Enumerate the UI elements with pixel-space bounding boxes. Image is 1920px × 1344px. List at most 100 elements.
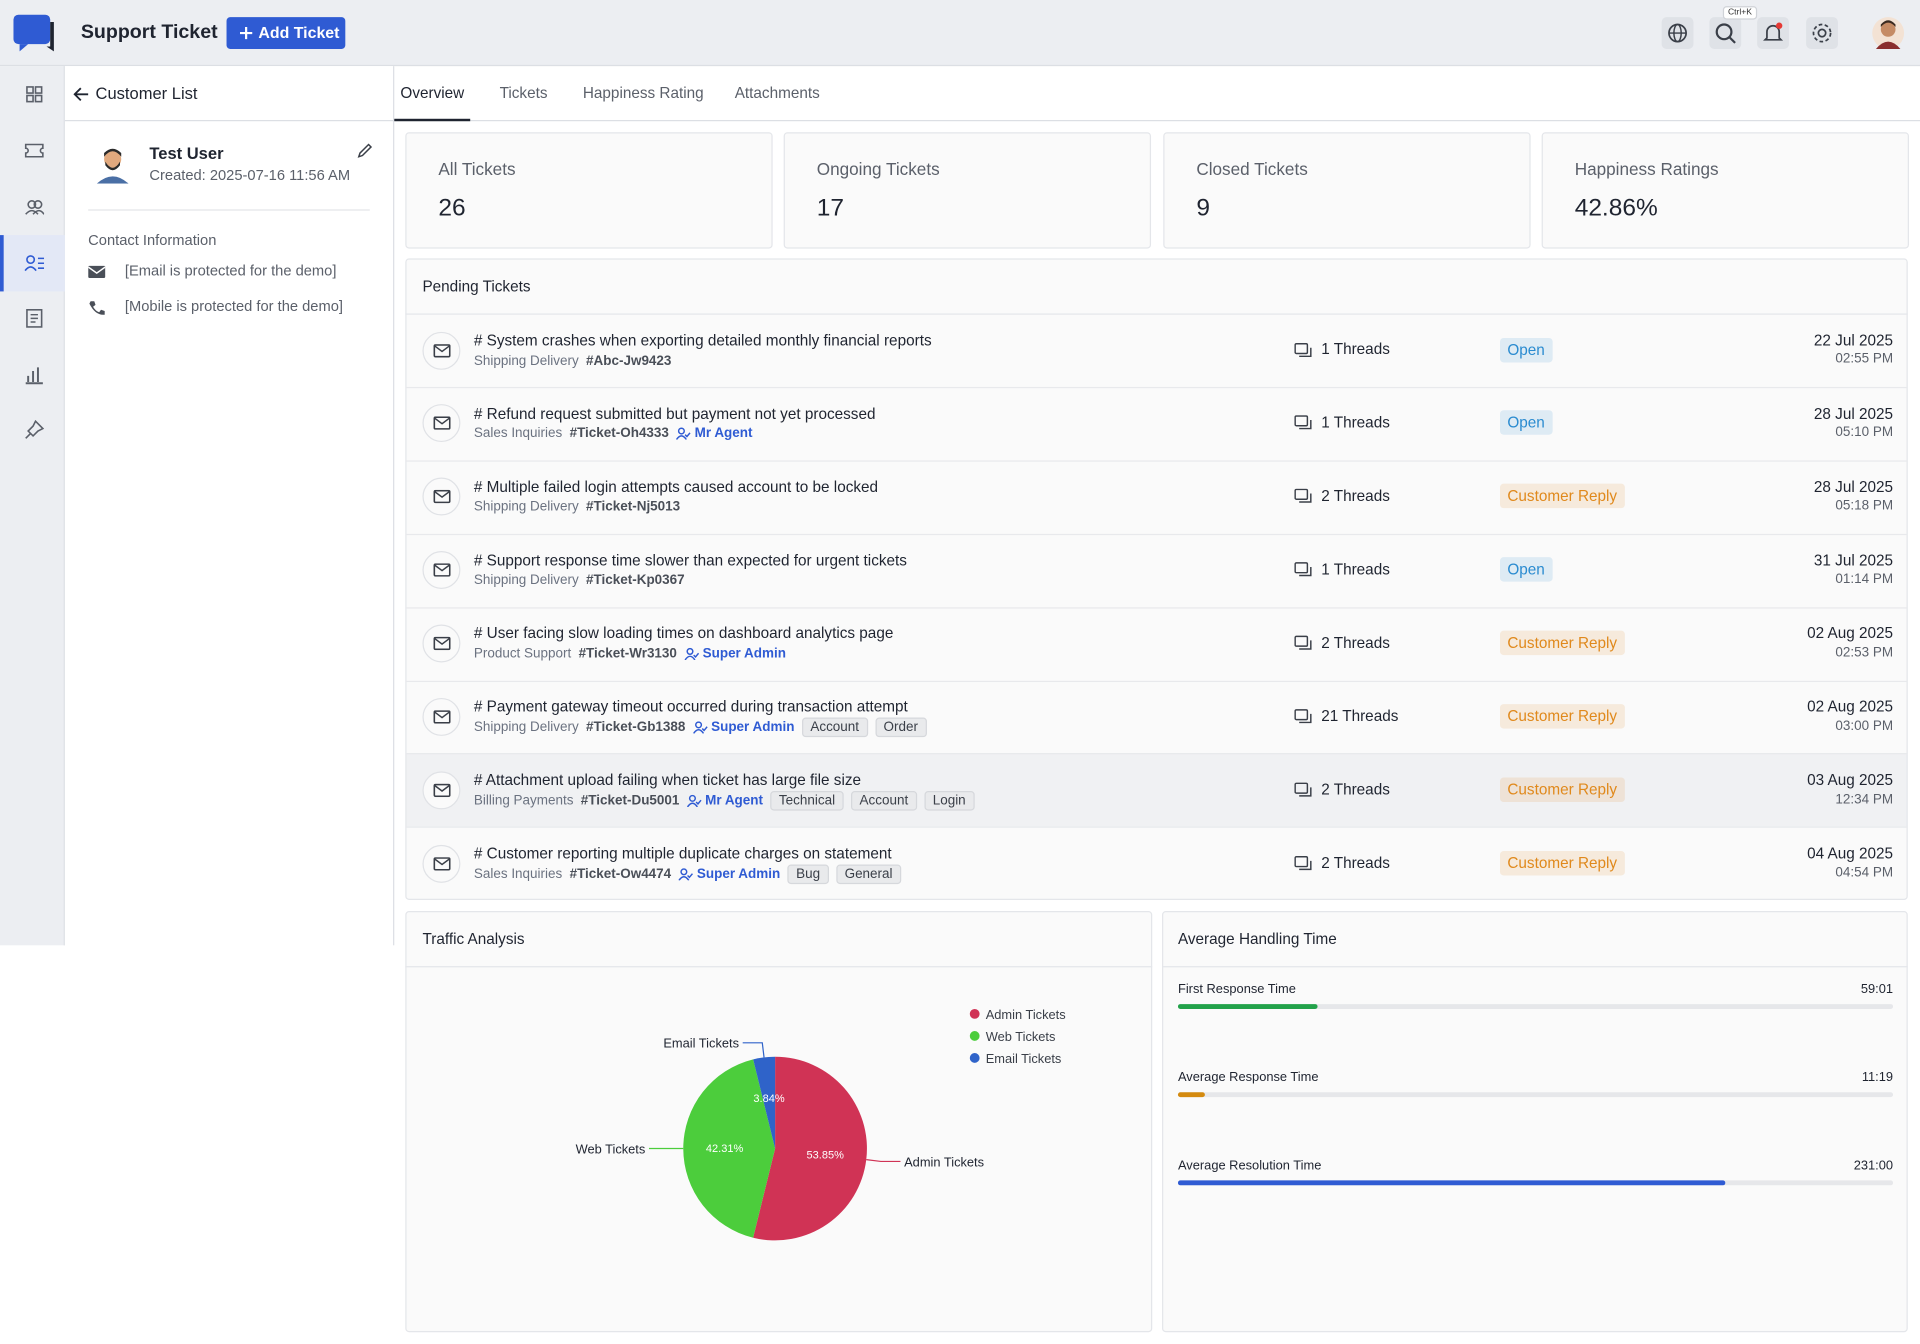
icon-shape <box>434 711 450 719</box>
ticket-status: Open <box>1500 557 1553 582</box>
ticket-date: 02 Aug 2025 <box>1807 625 1894 643</box>
ticket-threads: 21 Threads <box>1321 707 1399 725</box>
ticket-status: Customer Reply <box>1500 630 1625 656</box>
ticket-status: Open <box>1500 410 1553 436</box>
header-icon-button[interactable] <box>1757 17 1789 49</box>
ticket-time: 05:10 PM <box>1835 425 1894 440</box>
customer-name: Test User <box>149 144 224 164</box>
ticket-meta: Billing Payments #Ticket-Du5001 Mr Agent Te… <box>474 790 975 811</box>
ticket-status: Customer Reply <box>1500 850 1625 876</box>
sidebar-icon[interactable] <box>24 365 44 385</box>
icon-shape <box>1299 493 1312 504</box>
icon-shape <box>34 86 43 94</box>
header-icon-button[interactable] <box>1709 17 1742 49</box>
envelope-icon <box>433 783 451 797</box>
ticket-row-border <box>405 386 1908 389</box>
customer-email: [Email is protected for the demo] <box>124 262 337 280</box>
icon-shape <box>1294 709 1309 721</box>
icon-shape <box>686 799 702 807</box>
metric-fill <box>1177 1092 1206 1098</box>
tab[interactable]: Attachments <box>734 84 820 102</box>
ticket-agent: Mr Agent <box>686 793 763 808</box>
tab[interactable]: Happiness Rating <box>582 84 704 102</box>
ticket-title[interactable]: # Refund request submitted but payment n… <box>473 405 876 423</box>
icon-shape <box>19 44 29 52</box>
ticket-row-border <box>405 460 1908 462</box>
agent-icon <box>678 868 694 881</box>
ticket-tag: Account <box>850 790 917 811</box>
stat-card <box>1163 132 1531 249</box>
icon-shape <box>1299 567 1312 577</box>
icon-shape <box>1294 342 1309 354</box>
sidebar-icon[interactable] <box>24 253 45 273</box>
ticket-id: #Ticket-Oh4333 <box>569 426 669 442</box>
ticket-tag: Account <box>801 717 868 738</box>
ticket-agent-name: Super Admin <box>711 720 795 735</box>
ticket-title[interactable]: # Payment gateway timeout occurred durin… <box>473 698 908 716</box>
icon-shape <box>1299 860 1312 870</box>
metric-label: Average Response Time <box>1177 1070 1319 1086</box>
ticket-title[interactable]: # Attachment upload failing when ticket … <box>473 771 862 789</box>
ticket-id: #Ticket-Kp0367 <box>586 573 685 588</box>
phone-icon <box>89 301 105 315</box>
icon-shape <box>433 416 451 431</box>
sidebar-icon[interactable] <box>24 420 45 440</box>
traffic-header-border <box>405 966 1153 968</box>
icon-shape <box>1294 635 1309 648</box>
ticket-date: 31 Jul 2025 <box>1813 551 1894 569</box>
ticket-meta: Shipping Delivery #Abc-Jw9423 <box>474 351 672 371</box>
header-icon <box>1715 23 1736 44</box>
ticket-date: 02 Aug 2025 <box>1807 698 1894 716</box>
sidebar-icon[interactable] <box>24 141 44 161</box>
sidebar-active-bar <box>0 235 4 292</box>
ticket-threads: 2 Threads <box>1321 634 1390 652</box>
ticket-id: #Ticket-Wr3130 <box>578 646 677 662</box>
ticket-title[interactable]: # Support response time slower than expe… <box>473 551 907 569</box>
ticket-title[interactable]: # System crashes when exporting detailed… <box>473 331 932 349</box>
contact-heading: Contact Information <box>88 231 217 249</box>
ticket-row-border <box>405 826 1908 829</box>
ticket-agent: Mr Agent <box>676 427 753 441</box>
ticket-title[interactable]: # Multiple failed login attempts caused … <box>473 478 879 496</box>
header-icon <box>1763 22 1784 41</box>
ticket-category: Shipping Delivery <box>473 353 579 368</box>
tab[interactable]: Tickets <box>499 84 548 102</box>
metric-label: First Response Time <box>1177 982 1296 997</box>
ticket-tag: Technical <box>770 790 844 811</box>
back-arrow <box>73 87 89 102</box>
handling-title: Average Handling Time <box>1177 930 1337 948</box>
icon-shape <box>1299 713 1312 724</box>
sidebar-icon[interactable] <box>24 84 44 104</box>
ticket-row-border <box>405 606 1908 609</box>
sidebar-icon[interactable] <box>24 309 44 329</box>
header-icon-button[interactable] <box>1806 17 1838 49</box>
envelope-icon <box>433 563 451 577</box>
icon-shape <box>73 87 89 102</box>
ticket-threads: 2 Threads <box>1321 780 1390 799</box>
ticket-row-border <box>405 680 1908 682</box>
icon-shape <box>1294 782 1309 794</box>
ticket-row-highlight <box>406 753 1907 827</box>
icon-shape <box>688 794 696 802</box>
ticket-meta: Shipping Delivery #Ticket-Kp0367 <box>474 571 685 591</box>
email-icon <box>88 265 106 278</box>
icon-shape <box>433 343 451 357</box>
tab[interactable]: Overview <box>400 84 465 102</box>
icon-shape <box>433 636 451 651</box>
add-ticket-label[interactable]: Add Ticket <box>258 22 340 42</box>
app-title: Support Ticket <box>80 21 218 43</box>
ticket-title[interactable]: # User facing slow loading times on dash… <box>473 625 894 643</box>
stat-card <box>1541 132 1909 249</box>
icon-shape <box>1299 640 1312 650</box>
ticket-status: Customer Reply <box>1500 777 1625 802</box>
ticket-title[interactable]: # Customer reporting multiple duplicate … <box>473 845 892 863</box>
sidebar-icon[interactable] <box>24 197 45 217</box>
breadcrumb[interactable]: Customer List <box>95 84 198 104</box>
ticket-category: Sales Inquiries <box>473 426 563 442</box>
threads-icon <box>1294 562 1312 577</box>
edit-icon[interactable] <box>356 142 373 159</box>
ticket-category: Sales Inquiries <box>473 866 563 882</box>
metric-value: 231:00 <box>1853 1158 1894 1174</box>
